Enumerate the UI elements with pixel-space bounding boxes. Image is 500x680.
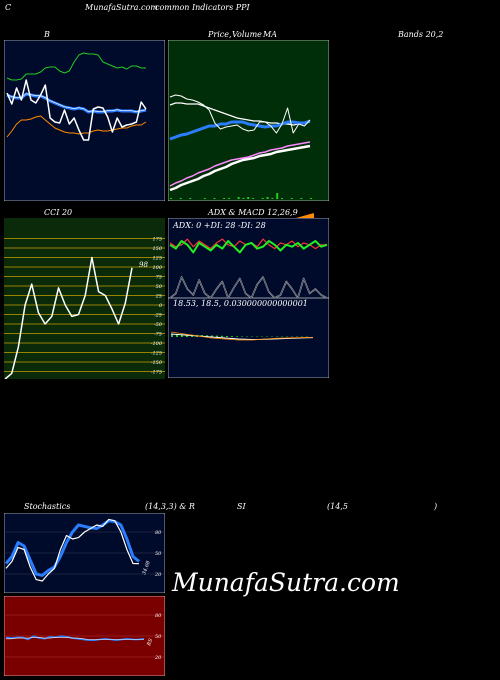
- stoch-tick-label: 80: [155, 530, 162, 536]
- macd-histogram-bar: [176, 334, 178, 337]
- cci-tick-label: -150: [151, 360, 163, 366]
- rsi-tick-label: 20: [154, 655, 162, 661]
- cci-tick-label: 100: [152, 265, 162, 271]
- stoch-title-b: (14,3,3) & R: [145, 502, 195, 511]
- adx-chart: [168, 218, 329, 298]
- volume-bar: [271, 198, 274, 199]
- adx-background: [168, 218, 329, 298]
- volume-bar: [261, 198, 264, 199]
- macd-chart: [168, 298, 329, 378]
- macd-histogram-bar: [181, 334, 183, 337]
- cci-last-value: 98: [139, 261, 148, 269]
- cci-tick-label: -125: [151, 351, 162, 357]
- volume-bar: [266, 197, 269, 199]
- macd-histogram-bar: [206, 335, 208, 337]
- cci-tick-label: 50: [156, 284, 163, 290]
- bands-background: [4, 40, 165, 201]
- volume-bar: [247, 197, 250, 199]
- rsi-chart: 80 50 20 RS: [4, 596, 165, 676]
- cci-tick-label: -25: [154, 313, 162, 319]
- stoch-title-a: Stochastics: [24, 502, 71, 511]
- volume-bar: [252, 198, 255, 199]
- volume-bar: [203, 198, 206, 199]
- cci-line: [4, 256, 133, 379]
- macd-histogram-bar: [236, 336, 238, 337]
- macd-readout: 18.53, 18.5, 0.030000000000001: [173, 299, 308, 308]
- price-title: Price,: [208, 30, 232, 39]
- adx-macd-title: ADX & MACD 12,26,9: [208, 208, 298, 217]
- stoch-last-value: 34.68: [141, 560, 152, 576]
- stoch-tick-label: 50: [155, 551, 162, 557]
- stoch-d-line: [4, 519, 140, 577]
- volume-bar: [227, 198, 230, 199]
- rsi-title-a: SI: [237, 502, 246, 511]
- volume-bar: [223, 198, 226, 199]
- cci-tick-label: 75: [156, 275, 162, 281]
- ma-pink-line: [169, 141, 311, 187]
- rsi-title-c: ): [434, 502, 438, 511]
- rsi-tick-label: 80: [155, 613, 162, 619]
- price-line: [6, 79, 147, 141]
- cci-tick-label: 175: [152, 237, 162, 243]
- macd-histogram-bar: [211, 335, 213, 337]
- ma-pink-outline: [169, 144, 311, 192]
- macd-histogram-bar: [221, 335, 223, 337]
- rsi-ma-line: [6, 637, 144, 640]
- cci-tick-label: -175: [151, 370, 162, 376]
- volume-bar: [189, 198, 192, 199]
- ma-title: MA: [263, 30, 277, 39]
- volume-bar: [290, 198, 293, 199]
- volume-bar: [276, 193, 279, 199]
- macd-histogram-bar: [231, 336, 233, 337]
- ma-short-line: [169, 119, 311, 141]
- cci-tick-label: 25: [155, 294, 162, 300]
- adx-plus-di-line: [169, 240, 328, 254]
- price-chart: [168, 40, 329, 201]
- volume-bar: [281, 198, 283, 199]
- page-subtitle: common Indicators PPI: [155, 3, 250, 12]
- volume-bar: [179, 198, 182, 199]
- volume-bar: [213, 198, 216, 199]
- macd-histogram-bar: [216, 335, 218, 337]
- site-title[interactable]: MunafaSutra.com: [85, 3, 158, 12]
- volume-bar: [242, 198, 245, 199]
- cci-chart: 175 150 125 100 75 50 25 0 -25 -50 -75 -100 -125 -150…: [4, 218, 165, 379]
- macd-histogram-bar: [186, 334, 188, 337]
- adx-line-inner: [169, 276, 328, 298]
- cci-tick-label: 150: [152, 246, 162, 252]
- adx-readout: ADX: 0 +DI: 28 -DI: 28: [173, 221, 266, 230]
- bands-title: Bands 20,2: [398, 30, 444, 39]
- ma-long-line: [169, 102, 311, 126]
- upper-band-line: [6, 52, 146, 81]
- close-price-line: [169, 94, 311, 134]
- adx-marker: [296, 213, 314, 218]
- cci-title: CCI 20: [44, 208, 73, 217]
- volume-title: Volume: [232, 30, 262, 39]
- bands-chart: [4, 40, 165, 201]
- cci-tick-label: 125: [152, 256, 162, 262]
- lower-band-line: [6, 115, 147, 138]
- volume-bar: [300, 198, 303, 199]
- rsi-title-b: (14,5: [327, 502, 348, 511]
- volume-bar: [237, 197, 240, 199]
- header-letter: C: [5, 3, 12, 12]
- macd-line: [170, 331, 314, 341]
- rsi-last-value: RS: [146, 637, 155, 647]
- cci-tick-label: -50: [154, 322, 163, 328]
- bands-title-b: B: [44, 30, 50, 39]
- watermark: MunafaSutra.com: [172, 568, 400, 597]
- macd-histogram-bar: [171, 334, 173, 337]
- volume-bar: [170, 198, 172, 199]
- macd-histogram-bar: [226, 335, 228, 337]
- rsi-tick-label: 50: [155, 634, 162, 640]
- stoch-k-line: [5, 518, 140, 582]
- cci-tick-label: 0: [159, 303, 163, 309]
- cci-tick-label: -75: [154, 332, 162, 338]
- cci-tick-label: -100: [151, 341, 163, 347]
- stoch-tick-label: 20: [154, 572, 162, 578]
- volume-bar: [310, 198, 312, 199]
